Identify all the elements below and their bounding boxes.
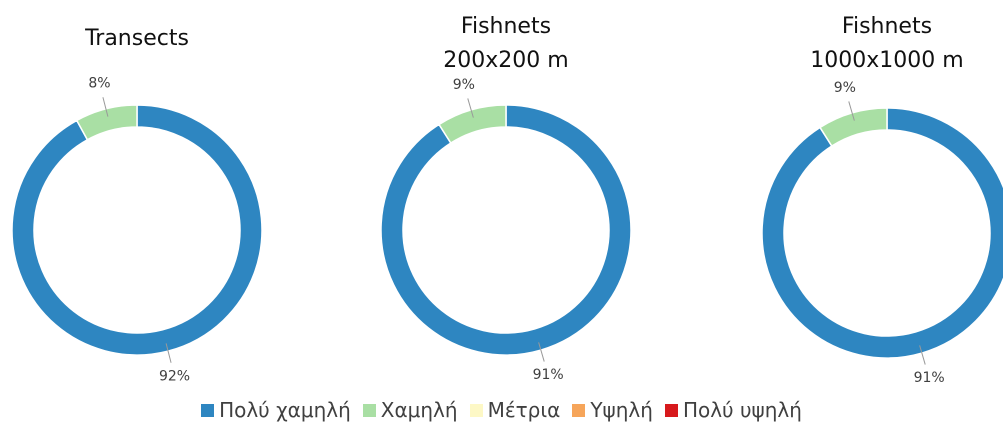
legend-swatch bbox=[469, 404, 483, 417]
legend: Πολύ χαμηλή Χαμηλή Μέτρια Υψηλή Πολύ υψηλή bbox=[0, 398, 1003, 422]
leader-line bbox=[538, 342, 545, 362]
legend-swatch bbox=[201, 404, 215, 417]
legend-item: Χαμηλή bbox=[362, 398, 458, 422]
legend-label: Μέτρια bbox=[487, 398, 561, 422]
donut-segment bbox=[761, 107, 1003, 359]
leader-line bbox=[848, 101, 855, 121]
legend-label: Πολύ υψηλή bbox=[682, 398, 802, 422]
legend-swatch bbox=[664, 404, 678, 417]
leader-line bbox=[102, 97, 109, 117]
data-label: 8% bbox=[88, 76, 110, 92]
legend-label: Χαμηλή bbox=[380, 398, 458, 422]
leader-line bbox=[919, 345, 926, 365]
chart-title: Transects bbox=[85, 26, 189, 51]
donut-segment bbox=[380, 104, 632, 356]
donut-segment bbox=[11, 104, 263, 356]
legend-swatch bbox=[572, 404, 586, 417]
legend-item: Πολύ χαμηλή bbox=[201, 398, 351, 422]
donut-segment bbox=[818, 107, 888, 148]
legend-label: Πολύ χαμηλή bbox=[219, 398, 351, 422]
donut-segment bbox=[75, 104, 138, 141]
data-label: 9% bbox=[453, 77, 475, 93]
legend-item: Πολύ υψηλή bbox=[664, 398, 802, 422]
chart-title: Fishnets 200x200 m bbox=[443, 14, 569, 73]
data-label: 9% bbox=[834, 80, 856, 96]
legend-swatch bbox=[362, 404, 376, 417]
legend-item: Μέτρια bbox=[469, 398, 561, 422]
data-label: 91% bbox=[914, 370, 945, 386]
leader-line bbox=[467, 98, 474, 118]
chart-title: Fishnets 1000x1000 m bbox=[810, 14, 964, 73]
donut-segment bbox=[437, 104, 507, 145]
legend-label: Υψηλή bbox=[590, 398, 653, 422]
leader-line bbox=[165, 343, 172, 363]
data-label: 91% bbox=[533, 367, 564, 383]
legend-item: Υψηλή bbox=[572, 398, 653, 422]
data-label: 92% bbox=[159, 368, 190, 384]
